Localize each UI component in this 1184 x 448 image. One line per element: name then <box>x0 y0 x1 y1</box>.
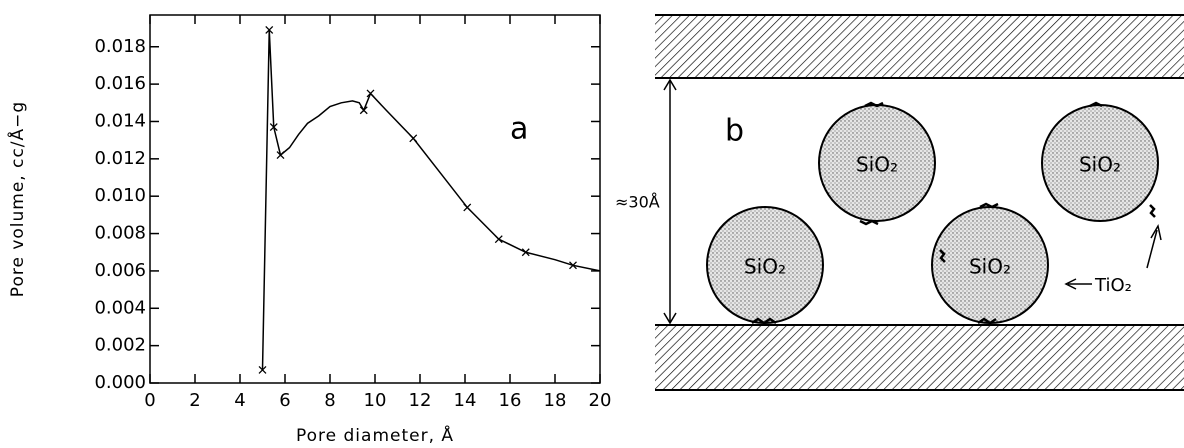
x-tick-label: 10 <box>364 390 387 411</box>
chart: a Pore diameter, Å Pore volume, cc/Å−g 0… <box>6 14 612 446</box>
particles: SiO₂ SiO₂ SiO₂ SiO₂ <box>706 101 1159 325</box>
x-tick-label: 20 <box>589 390 612 411</box>
x-tick-label: 4 <box>234 390 245 411</box>
y-tick-label: 0.012 <box>94 148 146 169</box>
y-tick-label: 0.018 <box>94 36 146 57</box>
data-marker <box>269 123 278 132</box>
x-tick-label: 6 <box>279 390 290 411</box>
data-marker <box>276 151 285 160</box>
x-tick-label: 16 <box>499 390 522 411</box>
y-tick-label: 0.000 <box>94 372 146 393</box>
y-tick-label: 0.002 <box>94 335 146 356</box>
y-tick-label: 0.004 <box>94 297 146 318</box>
plot-frame <box>149 14 601 384</box>
x-tick-label: 2 <box>189 390 200 411</box>
y-axis-label: Pore volume, cc/Å−g <box>6 101 28 297</box>
data-marker <box>521 248 530 257</box>
panel-label: a <box>510 112 528 147</box>
y-tick-label: 0.006 <box>94 260 146 281</box>
y-tick-label: 0.016 <box>94 73 146 94</box>
x-tick-label: 8 <box>324 390 335 411</box>
tio2-deposit <box>751 101 1156 325</box>
data-marker <box>258 365 267 374</box>
dimension-label: ≈30Å <box>615 193 660 212</box>
bottom-plate <box>655 325 1184 390</box>
particle-label: SiO₂ <box>969 255 1011 279</box>
y-tick-label: 0.014 <box>94 110 146 131</box>
particle-label: SiO₂ <box>856 153 898 177</box>
top-plate <box>655 15 1184 78</box>
data-marker <box>366 89 375 98</box>
diagram: ≈30Å b SiO₂ SiO₂ SiO₂ SiO₂ TiO₂ <box>615 14 1184 391</box>
x-tick-label: 18 <box>544 390 567 411</box>
particle-label: SiO₂ <box>1079 153 1121 177</box>
data-marker <box>569 261 577 270</box>
x-tick-label: 0 <box>144 390 155 411</box>
data-marker <box>409 134 418 143</box>
data-marker <box>463 203 472 212</box>
y-tick-label: 0.010 <box>94 185 146 206</box>
x-tick-label: 12 <box>409 390 432 411</box>
data-line <box>261 29 601 370</box>
data-marker <box>265 25 274 34</box>
y-tick-label: 0.008 <box>94 223 146 244</box>
x-tick-label: 14 <box>454 390 477 411</box>
data-marker <box>359 106 368 115</box>
dimension-arrows <box>663 78 677 325</box>
data-marker <box>494 235 503 244</box>
pointer-head <box>1064 278 1077 290</box>
x-axis-label: Pore diameter, Å <box>296 424 454 446</box>
coating-label: TiO₂ <box>1094 275 1132 296</box>
pointer <box>1146 229 1158 269</box>
pointer-head <box>1150 223 1162 241</box>
particle-label: SiO₂ <box>744 255 786 279</box>
panel-label: b <box>725 114 744 149</box>
